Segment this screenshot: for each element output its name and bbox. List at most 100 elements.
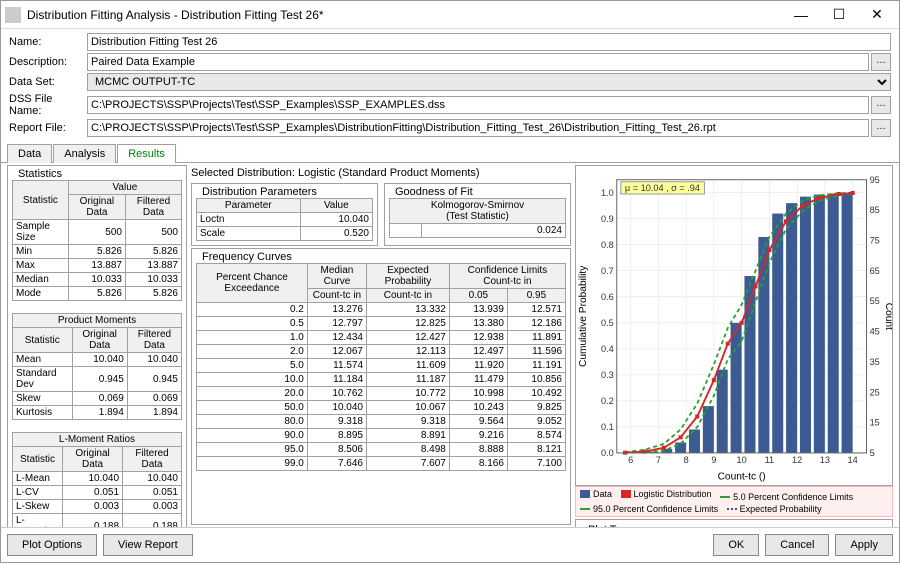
table-row: 20.010.76210.77210.99810.492 <box>197 387 566 401</box>
dp-title: Distribution Parameters <box>200 186 319 198</box>
table-row: 0.512.79712.82513.38012.186 <box>197 317 566 331</box>
table-row: L-Skew0.0030.003 <box>13 500 182 514</box>
svg-text:0.2: 0.2 <box>601 396 614 406</box>
table-row: 2.012.06712.11312.49711.596 <box>197 345 566 359</box>
svg-text:35: 35 <box>870 357 880 367</box>
dssfile-browse-button[interactable]: … <box>871 96 891 114</box>
svg-text:0.3: 0.3 <box>601 370 614 380</box>
reportfile-input[interactable] <box>87 119 869 137</box>
svg-text:12: 12 <box>792 455 802 465</box>
table-row: 80.09.3189.3189.5649.052 <box>197 415 566 429</box>
table-row: Max13.88713.887 <box>13 259 182 273</box>
svg-text:11: 11 <box>765 455 775 465</box>
plot-type-title: Plot Type <box>586 524 636 527</box>
close-button[interactable]: ✕ <box>859 3 895 27</box>
reportfile-browse-button[interactable]: … <box>871 119 891 137</box>
svg-text:15: 15 <box>870 418 880 428</box>
svg-text:45: 45 <box>870 327 880 337</box>
col-value: Value <box>68 181 181 195</box>
table-row: 90.08.8958.8919.2168.574 <box>197 429 566 443</box>
svg-text:Count: Count <box>883 303 892 330</box>
table-row: 0.213.27613.33213.93912.571 <box>197 303 566 317</box>
col-filtered: Filtered Data <box>125 195 181 220</box>
pm-title: Product Moments <box>13 314 182 328</box>
svg-text:0.0: 0.0 <box>601 448 614 458</box>
svg-text:Count-tc (): Count-tc () <box>718 471 766 482</box>
cancel-button[interactable]: Cancel <box>765 534 829 556</box>
main-window: Distribution Fitting Analysis - Distribu… <box>0 0 900 563</box>
reportfile-label: Report File: <box>9 122 87 134</box>
table-row: Sample Size500500 <box>13 220 182 245</box>
gof-value: 0.024 <box>421 224 565 238</box>
frequency-table: Percent Chance Exceedance Median Curve E… <box>196 263 566 471</box>
table-row: Loctn10.040 <box>197 213 373 227</box>
table-row: 1.012.43412.42712.93811.891 <box>197 331 566 345</box>
apply-button[interactable]: Apply <box>835 534 893 556</box>
col-original: Original Data <box>68 195 125 220</box>
svg-text:9: 9 <box>711 455 716 465</box>
freq-title: Frequency Curves <box>200 251 294 263</box>
svg-text:Cumulative Probability: Cumulative Probability <box>578 265 589 367</box>
dssfile-label: DSS File Name: <box>9 93 87 117</box>
table-row: Kurtosis1.8941.894 <box>13 406 182 420</box>
table-row: Min5.8265.826 <box>13 245 182 259</box>
tab-data[interactable]: Data <box>7 144 52 163</box>
dssfile-input[interactable] <box>87 96 869 114</box>
svg-text:75: 75 <box>870 235 880 245</box>
svg-text:0.7: 0.7 <box>601 266 614 276</box>
svg-text:85: 85 <box>870 205 880 215</box>
svg-text:65: 65 <box>870 266 880 276</box>
svg-text:6: 6 <box>628 455 633 465</box>
table-row: L-Kurtosis0.1880.188 <box>13 514 182 528</box>
selected-distribution-label: Selected Distribution: Logistic (Standar… <box>191 165 571 181</box>
description-input[interactable] <box>87 53 869 71</box>
name-input[interactable] <box>87 33 891 51</box>
gof-title: Goodness of Fit <box>393 186 475 198</box>
footer: Plot Options View Report OK Cancel Apply <box>1 527 899 562</box>
svg-text:0.8: 0.8 <box>601 240 614 250</box>
ok-button[interactable]: OK <box>713 534 759 556</box>
view-report-button[interactable]: View Report <box>103 534 193 556</box>
window-title: Distribution Fitting Analysis - Distribu… <box>27 8 783 22</box>
distribution-parameters-panel: Distribution Parameters ParameterValue L… <box>191 183 378 246</box>
plot-type-panel: Plot Type CDF PDF CDF - Plotting Positio… <box>575 519 893 527</box>
dataset-label: Data Set: <box>9 76 87 88</box>
maximize-button[interactable]: ☐ <box>821 3 857 27</box>
cdf-chart: 0.00.10.20.30.40.50.60.70.80.91.05152535… <box>576 166 892 485</box>
svg-text:5: 5 <box>870 448 875 458</box>
name-label: Name: <box>9 36 87 48</box>
table-row: Median10.03310.033 <box>13 273 182 287</box>
titlebar: Distribution Fitting Analysis - Distribu… <box>1 1 899 29</box>
tab-analysis[interactable]: Analysis <box>53 144 116 163</box>
svg-text:8: 8 <box>684 455 689 465</box>
table-row: 50.010.04010.06710.2439.825 <box>197 401 566 415</box>
chart-legend: Data Logistic Distribution 5.0 Percent C… <box>575 486 893 517</box>
svg-text:0.5: 0.5 <box>601 318 614 328</box>
svg-text:0.4: 0.4 <box>601 344 614 354</box>
product-moments-table: Product Moments StatisticOriginal DataFi… <box>12 313 182 420</box>
dp-table: ParameterValue Loctn10.040Scale0.520 <box>196 198 373 241</box>
tab-bar: Data Analysis Results <box>1 143 899 163</box>
plot-options-button[interactable]: Plot Options <box>7 534 97 556</box>
svg-text:0.9: 0.9 <box>601 214 614 224</box>
lm-title: L-Moment Ratios <box>13 433 182 447</box>
form-area: Name: Description: … Data Set: MCMC OUTP… <box>1 29 899 141</box>
table-row: L-CV0.0510.051 <box>13 486 182 500</box>
col-statistic: Statistic <box>13 181 69 220</box>
table-row: 99.07.6467.6078.1667.100 <box>197 457 566 471</box>
svg-text:14: 14 <box>848 455 858 465</box>
dataset-select[interactable]: MCMC OUTPUT-TC <box>87 73 891 91</box>
statistics-panel: Statistics StatisticValue Original DataF… <box>7 165 187 527</box>
description-browse-button[interactable]: … <box>871 53 891 71</box>
svg-text:μ = 10.04 , σ = .94: μ = 10.04 , σ = .94 <box>625 183 700 193</box>
svg-text:0.6: 0.6 <box>601 292 614 302</box>
tab-results[interactable]: Results <box>117 144 176 163</box>
svg-text:10: 10 <box>737 455 747 465</box>
content-area: Statistics StatisticValue Original DataF… <box>1 163 899 527</box>
table-row: Mean10.04010.040 <box>13 353 182 367</box>
svg-text:13: 13 <box>820 455 830 465</box>
minimize-button[interactable]: — <box>783 3 819 27</box>
svg-text:25: 25 <box>870 387 880 397</box>
table-row: 5.011.57411.60911.92011.191 <box>197 359 566 373</box>
table-row: Standard Dev0.9450.945 <box>13 367 182 392</box>
